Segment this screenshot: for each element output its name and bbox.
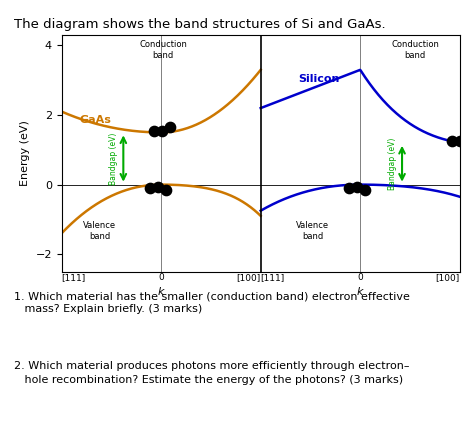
Text: Conduction
band: Conduction band: [139, 40, 187, 60]
Text: 1. Which material has the smaller (conduction band) electron effective
   mass? : 1. Which material has the smaller (condu…: [14, 291, 410, 314]
Text: The diagram shows the band structures of Si and GaAs.: The diagram shows the band structures of…: [14, 18, 386, 31]
Text: Silicon: Silicon: [299, 74, 340, 84]
Point: [448, 138, 456, 145]
Point: [162, 187, 170, 194]
Y-axis label: Energy (eV): Energy (eV): [20, 120, 30, 186]
Text: $k$: $k$: [157, 286, 165, 297]
Text: $k$: $k$: [356, 286, 365, 297]
Text: 2. Which material produces photons more efficiently through electron–
   hole re: 2. Which material produces photons more …: [14, 361, 410, 385]
Point: [456, 138, 464, 145]
Point: [150, 127, 158, 134]
Text: [111]: [111]: [261, 273, 285, 283]
Point: [361, 187, 369, 194]
Point: [346, 184, 353, 191]
Text: Conduction
band: Conduction band: [391, 40, 439, 60]
Point: [354, 183, 361, 190]
Text: [100]: [100]: [436, 273, 460, 283]
Text: [111]: [111]: [62, 273, 86, 283]
Text: [100]: [100]: [237, 273, 261, 283]
Point: [146, 184, 154, 191]
Text: Valence
band: Valence band: [296, 221, 329, 240]
Point: [158, 127, 166, 134]
Text: Bandgap (eV): Bandgap (eV): [109, 132, 118, 185]
Text: 0: 0: [158, 273, 164, 283]
Point: [464, 134, 472, 141]
Point: [166, 124, 174, 131]
Point: [155, 183, 162, 190]
Text: GaAs: GaAs: [80, 115, 111, 125]
Text: 0: 0: [357, 273, 363, 283]
Text: Bandgap (eV): Bandgap (eV): [388, 138, 397, 190]
Text: Valence
band: Valence band: [83, 221, 116, 240]
